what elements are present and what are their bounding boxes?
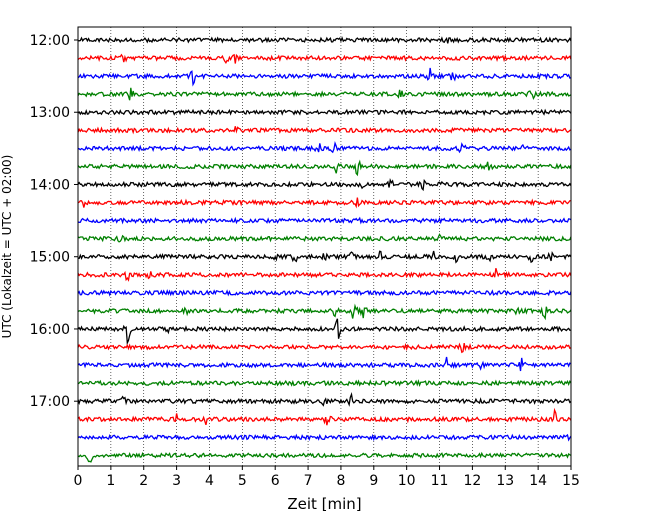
y-tick-label: 12:00 [30,33,70,49]
seismogram-trace [77,67,572,87]
seismogram-trace [77,126,572,135]
x-tick-label: 10 [398,473,416,489]
seismogram-trace [77,233,572,243]
seismogram-trace [77,250,572,264]
seismogram-trace [77,356,572,372]
y-tick-label: 14:00 [30,177,70,193]
seismogram-trace [77,87,572,101]
y-tick-label: 15:00 [30,250,70,266]
seismogram-trace [77,407,572,426]
x-tick-label: 5 [238,473,247,489]
y-axis-label: UTC (Lokalzeit = UTC + 02:00) [0,155,14,339]
seismogram-trace [77,108,572,117]
seismogram-trace [77,391,572,407]
x-tick-label: 3 [172,473,181,489]
x-tick-label: 14 [529,473,547,489]
seismogram-trace [77,178,572,192]
seismogram-trace [77,318,572,346]
seismogram-trace [77,216,572,225]
seismogram-trace [77,379,572,388]
seismogram-trace [77,433,572,442]
x-tick-label: 4 [205,473,214,489]
seismogram-trace [77,36,572,44]
seismogram-trace [77,268,572,282]
x-tick-label: 7 [304,473,313,489]
seismogram-trace [77,288,572,297]
seismogram-trace [77,53,572,64]
x-tick-label: 11 [431,473,449,489]
x-axis: 0 1 2 3 4 5 6 7 8 9 10 11 12 13 14 15 [74,466,580,489]
x-tick-label: 1 [106,473,115,489]
y-tick-label: 16:00 [30,322,70,338]
seismogram-traces [77,36,572,463]
x-tick-label: 13 [496,473,514,489]
x-tick-label: 15 [562,473,580,489]
x-tick-label: 12 [463,473,481,489]
seismogram-trace [77,197,572,209]
x-tick-label: 0 [74,473,83,489]
seismogram-trace [77,303,572,321]
x-tick-label: 8 [336,473,345,489]
y-tick-label: 13:00 [30,105,70,121]
seismogram-trace [77,141,572,154]
seismogram-trace [77,342,572,354]
x-tick-label: 6 [271,473,280,489]
x-tick-label: 9 [369,473,378,489]
plot-frame [77,26,572,467]
seismogram-trace [77,451,572,463]
x-tick-label: 2 [139,473,148,489]
seismogram-trace [77,159,572,177]
y-tick-label: 17:00 [30,394,70,410]
x-axis-label: Zeit [min] [287,495,361,513]
y-axis: 12:00 13:00 14:00 15:00 16:00 17:00 [30,33,78,410]
